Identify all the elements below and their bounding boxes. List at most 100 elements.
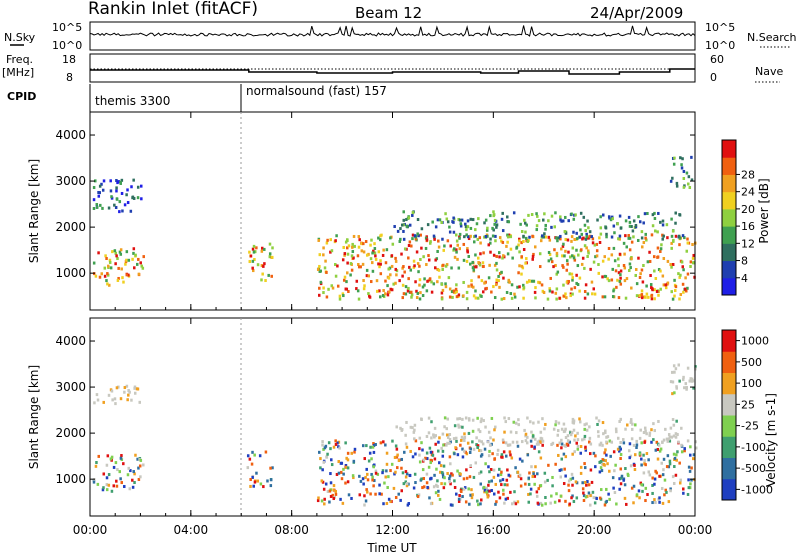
- power-echo-cell: [582, 215, 586, 219]
- power-echo-cell: [616, 278, 619, 282]
- velocity-echo-cell: [667, 465, 671, 469]
- velocity-echo-cell: [645, 432, 648, 436]
- velocity-colorbar-frame: [721, 329, 737, 501]
- power-echo-cell: [518, 285, 521, 289]
- power-echo-cell: [520, 241, 523, 245]
- power-echo-cell: [548, 287, 551, 291]
- power-echo-cell: [628, 262, 632, 266]
- velocity-echo-cell: [374, 471, 378, 475]
- velocity-echo-cell: [131, 485, 135, 489]
- velocity-echo-cell: [439, 464, 443, 468]
- velocity-echo-cell: [598, 443, 602, 447]
- velocity-echo-cell: [571, 452, 574, 456]
- velocity-echo-cell: [513, 500, 516, 504]
- velocity-echo-cell: [616, 436, 620, 440]
- velocity-echo-cell: [677, 363, 681, 367]
- power-echo-cell: [522, 239, 525, 243]
- power-echo-cell: [346, 261, 349, 265]
- power-echo-cell: [583, 290, 587, 294]
- power-echo-cell: [559, 215, 562, 219]
- power-echo-cell: [669, 179, 673, 183]
- velocity-echo-cell: [529, 439, 533, 443]
- velocity-echo-cell: [105, 463, 109, 467]
- velocity-echo-cell: [694, 440, 697, 444]
- velocity-echo-cell: [414, 452, 417, 456]
- power-echo-cell: [527, 213, 530, 217]
- power-echo-cell: [450, 266, 453, 270]
- velocity-echo-cell: [463, 486, 467, 490]
- power-echo-cell: [260, 278, 263, 282]
- velocity-echo-cell: [668, 459, 672, 463]
- velocity-echo-cell: [579, 471, 583, 475]
- velocity-echo-cell: [467, 417, 471, 421]
- power-echo-cell: [584, 283, 588, 287]
- velocity-echo-cell: [126, 398, 129, 402]
- power-echo-cell: [587, 249, 590, 253]
- power-echo-cell: [255, 246, 258, 250]
- velocity-echo-cell: [663, 478, 667, 482]
- velocity-echo-cell: [110, 455, 114, 459]
- velocity-echo-cell: [413, 428, 416, 432]
- velocity-echo-cell: [480, 440, 484, 444]
- velocity-echo-cell: [482, 419, 485, 423]
- power-echo-cell: [137, 257, 140, 261]
- power-echo-cell: [457, 266, 461, 270]
- power-echo-cell: [95, 203, 99, 207]
- power-echo-cell: [342, 294, 345, 298]
- velocity-echo-cell: [136, 457, 139, 461]
- power-echo-cell: [544, 227, 547, 231]
- velocity-echo-cell: [436, 479, 439, 483]
- power-echo-cell: [653, 297, 656, 301]
- velocity-echo-cell: [469, 493, 472, 497]
- power-echo-cell: [507, 220, 511, 224]
- power-echo-cell: [483, 235, 486, 239]
- velocity-echo-cell: [692, 457, 695, 461]
- power-echo-cell: [567, 280, 571, 284]
- velocity-echo-cell: [675, 385, 678, 389]
- power-echo-cell: [575, 273, 578, 277]
- velocity-echo-cell: [514, 466, 517, 470]
- power-echo-cell: [531, 257, 534, 261]
- power-echo-cell: [452, 216, 455, 220]
- velocity-echo-cell: [629, 420, 633, 424]
- velocity-echo-cell: [491, 452, 494, 456]
- power-echo-cell: [612, 287, 616, 291]
- velocity-echo-cell: [456, 453, 460, 457]
- velocity-echo-cell: [251, 450, 254, 454]
- velocity-echo-cell: [422, 458, 426, 462]
- power-echo-cell: [610, 215, 614, 219]
- velocity-echo-cell: [686, 492, 690, 496]
- velocity-echo-cell: [399, 498, 402, 502]
- power-echo-cell: [105, 279, 108, 283]
- power-echo-cell: [585, 246, 588, 250]
- power-echo-cell: [635, 294, 639, 298]
- velocity-echo-cell: [654, 448, 658, 452]
- power-echo-cell: [448, 230, 452, 234]
- velocity-echo-cell: [638, 452, 642, 456]
- velocity-echo-cell: [509, 490, 512, 494]
- velocity-echo-cell: [246, 466, 250, 470]
- velocity-echo-cell: [488, 489, 491, 493]
- velocity-echo-cell: [614, 463, 617, 467]
- velocity-echo-cell: [376, 472, 380, 476]
- velocity-echo-cell: [630, 437, 634, 441]
- velocity-echo-cell: [662, 457, 666, 461]
- power-echo-cell: [691, 261, 695, 265]
- power-echo-cell: [530, 212, 534, 216]
- power-echo-cell: [646, 260, 650, 264]
- power-echo-cell: [560, 219, 563, 223]
- power-echo-cell: [670, 241, 673, 245]
- power-echo-cell: [598, 236, 601, 240]
- power-echo-cell: [690, 178, 694, 182]
- power-echo-cell: [661, 237, 664, 241]
- power-echo-cell: [586, 236, 590, 240]
- velocity-echo-cell: [576, 447, 580, 451]
- power-echo-cell: [679, 273, 682, 277]
- power-echo-cell: [453, 255, 457, 259]
- velocity-echo-cell: [536, 440, 540, 444]
- velocity-echo-cell: [612, 486, 615, 490]
- velocity-colorbar-tick-label: 100: [741, 377, 762, 390]
- velocity-echo-cell: [402, 482, 406, 486]
- power-echo-cell: [365, 253, 369, 257]
- power-echo-cell: [513, 292, 516, 296]
